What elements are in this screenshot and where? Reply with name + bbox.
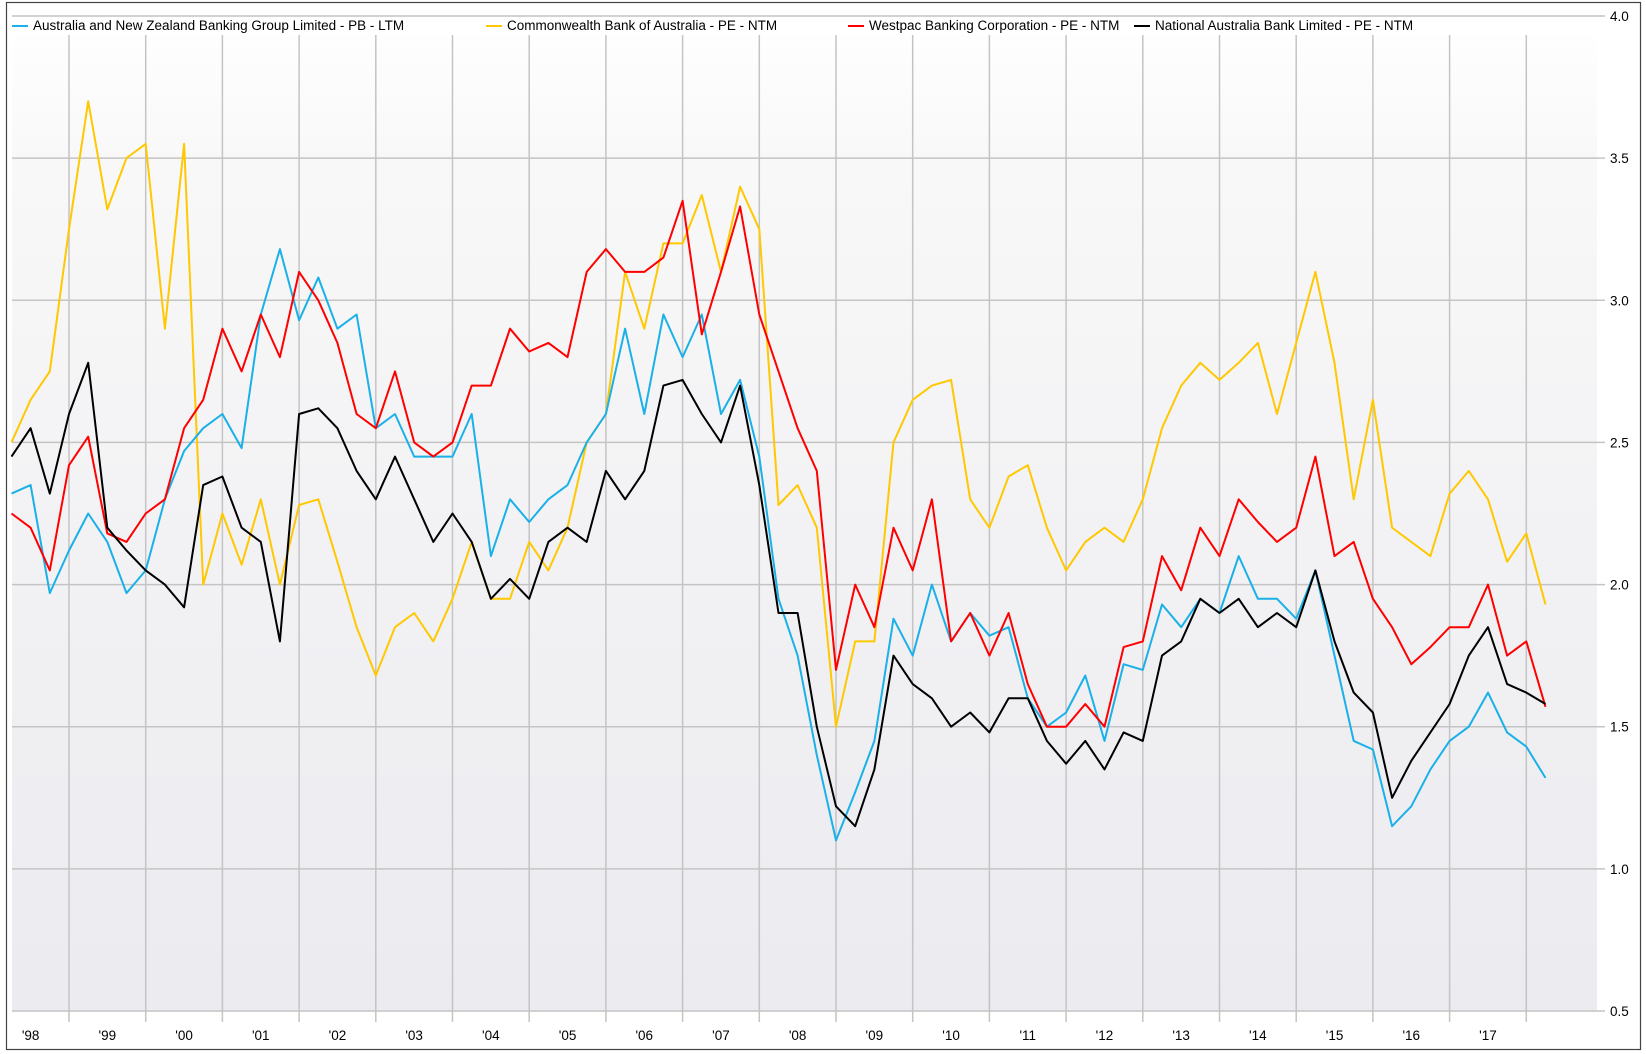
x-tick-label: '10	[942, 1028, 960, 1043]
y-tick-label: 3.5	[1610, 151, 1629, 166]
series-layer	[10, 100, 1547, 842]
y-tick-label: 2.5	[1610, 435, 1629, 450]
legend-swatch-nab	[1134, 24, 1150, 27]
x-tick-label: '04	[482, 1028, 500, 1043]
legend-swatch-westpac	[848, 24, 864, 27]
x-tick-label: '09	[866, 1028, 884, 1043]
legend-swatch-anz	[12, 24, 28, 27]
legend-swatch-cba	[486, 24, 502, 27]
y-tick-label: 2.0	[1610, 578, 1629, 593]
series-line-1	[10, 100, 1547, 728]
x-tick-label: '16	[1402, 1028, 1420, 1043]
y-tick-label: 1.5	[1610, 720, 1629, 735]
x-tick-label: '07	[712, 1028, 730, 1043]
legend-item-anz[interactable]: Australia and New Zealand Banking Group …	[12, 18, 404, 33]
x-tick-label: '01	[252, 1028, 270, 1043]
series-line-2	[10, 199, 1547, 728]
x-tick-label: '08	[789, 1028, 807, 1043]
y-tick-label: 3.0	[1610, 293, 1629, 308]
x-tick-label: '98	[22, 1028, 40, 1043]
series-line-3	[10, 361, 1547, 828]
x-tick-label: '02	[329, 1028, 347, 1043]
legend-label-anz: Australia and New Zealand Banking Group …	[33, 18, 405, 33]
x-tick-label: '11	[1019, 1028, 1036, 1043]
legend-label-cba: Commonwealth Bank of Australia - PE - NT…	[507, 18, 778, 33]
x-tick-label: '03	[405, 1028, 423, 1043]
x-tick-label: '99	[99, 1028, 117, 1043]
x-tick-label: '13	[1172, 1028, 1190, 1043]
x-tick-label: '17	[1479, 1028, 1497, 1043]
legend-band	[12, 17, 1597, 35]
x-tick-label: '12	[1096, 1028, 1114, 1043]
legend-label-nab: National Australia Bank Limited - PE - N…	[1155, 18, 1414, 33]
y-tick-label: 0.5	[1610, 1004, 1629, 1019]
legend-item-nab[interactable]: National Australia Bank Limited - PE - N…	[1134, 18, 1413, 33]
series-line-0	[11, 248, 1547, 842]
x-tick-label: '06	[635, 1028, 653, 1043]
legend-label-westpac: Westpac Banking Corporation - PE - NTM	[869, 18, 1120, 33]
y-tick-label: 4.0	[1610, 9, 1629, 24]
y-tick-label: 1.0	[1610, 862, 1629, 877]
legend: Australia and New Zealand Banking Group …	[12, 18, 1592, 36]
x-tick-label: '14	[1249, 1028, 1267, 1043]
gridlines	[12, 15, 1605, 1022]
x-tick-label: '15	[1326, 1028, 1344, 1043]
axes: 0.5 1.0 1.5 2.0 2.5 3.0 3.5 4.0 '98 '99 '00 '01 '02 '…	[22, 9, 1629, 1043]
x-tick-label: '00	[175, 1028, 193, 1043]
legend-item-westpac[interactable]: Westpac Banking Corporation - PE - NTM	[848, 18, 1119, 33]
x-tick-label: '05	[559, 1028, 577, 1043]
plot-area	[12, 16, 1597, 1011]
legend-item-cba[interactable]: Commonwealth Bank of Australia - PE - NT…	[486, 18, 777, 33]
